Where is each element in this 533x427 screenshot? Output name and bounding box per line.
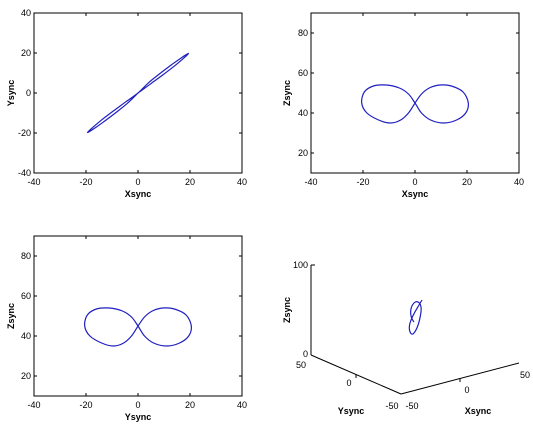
y-tick-label: 50	[296, 360, 306, 370]
y-tick-label: 40	[298, 108, 308, 118]
series-line	[361, 84, 469, 124]
y-ticks: 20 40 60 80	[298, 28, 308, 158]
x-tick-label: 0	[464, 385, 469, 395]
x-tick-label: -40	[304, 177, 317, 187]
y-axis-label: Zsync	[6, 303, 16, 329]
panel-xy: -40 -20 0 20 40 -40 -20 0 20 40 Xsync Ys…	[6, 8, 247, 199]
y-tick-label: 60	[298, 68, 308, 78]
x-tick-label: 40	[514, 177, 524, 187]
y-axis-label: Zsync	[282, 80, 292, 106]
tick-marks	[33, 236, 243, 396]
tick-marks	[310, 13, 520, 173]
y-axis-label: Ysync	[6, 80, 16, 107]
x-tick-label: -20	[79, 177, 92, 187]
z-tick-label: 0	[303, 349, 308, 359]
x-ticks: -40 -20 0 20 40	[304, 177, 524, 187]
x-tick-label: -20	[79, 400, 92, 410]
x-tick-label: 40	[237, 400, 247, 410]
x-tick-label: -20	[356, 177, 369, 187]
y-tick-label: 80	[298, 28, 308, 38]
series-line	[86, 52, 190, 134]
y-tick-label: 20	[21, 371, 31, 381]
x-axis-label: Xsync	[465, 406, 492, 416]
y-tick-label: 20	[298, 148, 308, 158]
x-ticks: -40 -20 0 20 40	[27, 400, 247, 410]
y-tick-label: 0	[26, 88, 31, 98]
x-tick-label: -50	[405, 401, 418, 411]
x-axis-label: Xsync	[402, 189, 429, 199]
z-tick-label: 100	[293, 260, 308, 270]
y-tick-label: 80	[21, 251, 31, 261]
y-tick-label: -40	[18, 168, 31, 178]
x-tick-label: -40	[27, 177, 40, 187]
x-tick-label: 20	[185, 177, 195, 187]
y-tick-label: -50	[385, 401, 398, 411]
x-axis-label: Ysync	[125, 412, 152, 422]
x-tick-label: 40	[237, 177, 247, 187]
y-tick-label: -20	[18, 128, 31, 138]
plot-frame	[33, 235, 243, 397]
x-ticks: -40 -20 0 20 40	[27, 177, 247, 187]
series-line-3d	[408, 299, 423, 335]
x-tick-label: 0	[135, 177, 140, 187]
y-tick-label: 0	[346, 378, 351, 388]
x-axis-label: Xsync	[125, 189, 152, 199]
x-tick-label: 0	[135, 400, 140, 410]
x-tick-label: 20	[185, 400, 195, 410]
x-tick-label: 0	[412, 177, 417, 187]
x-tick-label: 50	[520, 370, 530, 380]
z-axis-label: Zsync	[282, 297, 292, 323]
x-tick-label: -40	[27, 400, 40, 410]
y-ticks: 20 40 60 80	[21, 251, 31, 381]
series-line	[84, 307, 192, 347]
y-axis-label: Ysync	[338, 406, 365, 416]
y-ticks: -40 -20 0 20 40	[18, 8, 31, 178]
y-tick-label: 20	[21, 48, 31, 58]
panel-yz: -40 -20 0 20 40 20 40 60 80 Ysync Zsync	[6, 235, 247, 422]
panel-xz: -40 -20 0 20 40 20 40 60 80 Xsync Zsync	[282, 12, 524, 199]
panel-3d: 100 0 50 0 -50 -50 0 50 Ysync Xsync Zsyn…	[282, 260, 530, 416]
x-tick-label: 20	[462, 177, 472, 187]
y-tick-label: 60	[21, 291, 31, 301]
y-tick-label: 40	[21, 331, 31, 341]
plot-frame	[310, 12, 520, 174]
y-tick-label: 40	[21, 8, 31, 18]
tick-marks	[33, 12, 243, 174]
